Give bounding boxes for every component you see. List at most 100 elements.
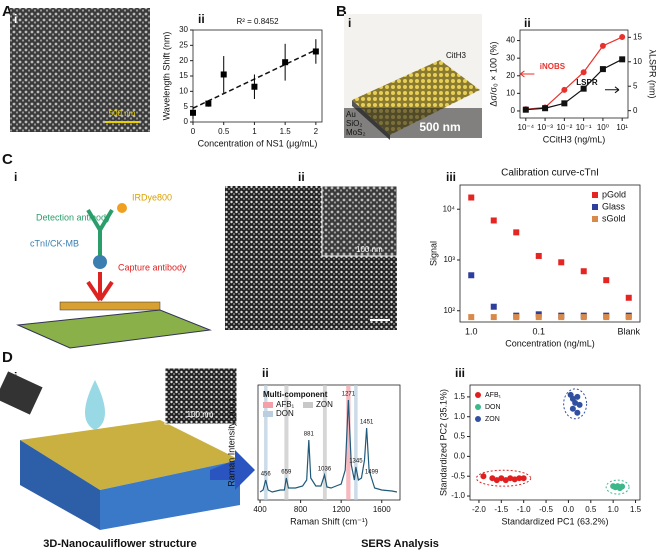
y-tick-label: 0 xyxy=(184,117,189,126)
y-tick-label: -0.5 xyxy=(451,471,465,480)
plot-frame xyxy=(459,184,641,323)
chip-zoom xyxy=(59,301,161,311)
caption: 3D-Nanocauliflower structure xyxy=(43,538,196,550)
subpanel-label: iii xyxy=(455,366,465,380)
x-tick-label: 1.5 xyxy=(280,127,292,136)
plot-frame xyxy=(469,384,641,501)
x-tick-label: 0.5 xyxy=(218,127,230,136)
peak-label: 1451 xyxy=(360,420,374,426)
series-label: iNOBS xyxy=(540,62,566,71)
marker xyxy=(535,314,542,321)
marker xyxy=(572,399,579,406)
sem-image xyxy=(10,8,150,132)
marker xyxy=(619,56,626,63)
legend-marker xyxy=(592,216,598,222)
x-tick-label: 10⁻² xyxy=(556,123,572,132)
legend-label: Glass xyxy=(602,201,626,211)
band xyxy=(354,385,358,500)
subpanel-label: i xyxy=(14,12,17,26)
x-tick-label: 1 xyxy=(252,127,257,136)
nanostructure-side xyxy=(20,440,100,530)
image-text: CitH3 xyxy=(446,51,467,60)
y-axis-label: Signal xyxy=(428,241,438,266)
y-tick-label: 20 xyxy=(506,71,515,80)
marker xyxy=(603,314,610,321)
image-text: Au xyxy=(346,110,356,119)
marker xyxy=(493,477,500,484)
legend-label: DON xyxy=(485,404,501,411)
legend-swatch xyxy=(263,402,273,408)
x-tick-label: Blank xyxy=(617,326,640,336)
marker xyxy=(580,314,587,321)
y-axis-label: Standardized PC2 (35.1%) xyxy=(438,389,448,496)
marker xyxy=(574,393,581,400)
peak-label: 456 xyxy=(261,472,272,478)
y-tick-label: 10² xyxy=(443,306,455,315)
x-tick-label: 10⁻⁴ xyxy=(518,123,535,132)
scale-text: 500 nm xyxy=(109,109,136,118)
marker xyxy=(535,252,542,259)
legend-title: Multi-component xyxy=(263,390,328,399)
marker xyxy=(490,303,497,310)
capture-antibody xyxy=(86,272,114,302)
marker xyxy=(490,217,497,224)
sem-inset xyxy=(321,185,398,257)
y2-tick-label: 10 xyxy=(633,57,642,66)
sem-inset xyxy=(164,367,238,425)
series-label: LSPR xyxy=(576,78,598,87)
panel-label: C xyxy=(2,151,13,168)
marker xyxy=(220,71,227,78)
peak-label: 659 xyxy=(281,470,292,476)
marker xyxy=(569,405,576,412)
x-tick-label: 1200 xyxy=(332,505,350,514)
y-tick-label: 5 xyxy=(184,102,189,111)
droplet xyxy=(85,380,105,430)
marker xyxy=(205,100,212,107)
x-tick-label: 10⁻¹ xyxy=(576,123,592,132)
series-line xyxy=(525,36,623,110)
marker xyxy=(603,277,610,284)
caption: SERS Analysis xyxy=(361,538,439,550)
marker xyxy=(580,268,587,275)
x-tick-label: 0.1 xyxy=(532,326,545,336)
x-axis-label: Standardized PC1 (63.2%) xyxy=(501,516,608,526)
marker xyxy=(468,314,475,321)
marker xyxy=(625,294,632,301)
subpanel-label: ii xyxy=(198,12,205,26)
annotation: R² = 0.8452 xyxy=(236,17,279,26)
x-tick-label: -1.0 xyxy=(517,505,531,514)
series-arrow xyxy=(604,86,620,94)
legend-label: ZON xyxy=(316,400,333,409)
y-tick-label: 30 xyxy=(506,53,515,62)
legend-label: pGold xyxy=(602,189,626,199)
y2-tick-label: 0 xyxy=(633,106,638,115)
x-tick-label: 10⁻³ xyxy=(537,123,553,132)
marker xyxy=(576,401,583,408)
image-shade xyxy=(344,108,482,138)
x-axis-label: Concentration of NS1 (μg/mL) xyxy=(198,138,318,148)
y-tick-label: 10³ xyxy=(443,255,455,264)
marker xyxy=(599,42,606,49)
marker xyxy=(561,86,568,93)
image-text: Detection antibody xyxy=(36,212,111,222)
x-tick-label: 0 xyxy=(191,127,196,136)
x-tick-label: 400 xyxy=(253,505,267,514)
series-arrow xyxy=(520,70,535,78)
y-tick-label: 10 xyxy=(179,86,188,95)
marker xyxy=(520,475,527,482)
x-tick-label: 1.0 xyxy=(608,505,620,514)
legend-marker xyxy=(475,404,481,410)
subpanel-label: ii xyxy=(524,16,531,30)
marker xyxy=(468,194,475,201)
legend-marker xyxy=(592,204,598,210)
marker xyxy=(522,106,529,113)
legend-label: sGold xyxy=(602,213,626,223)
x-tick-label: -2.0 xyxy=(472,505,486,514)
x-tick-label: 2 xyxy=(314,127,319,136)
image-text: MoS₂ xyxy=(346,128,366,137)
y-tick-label: 30 xyxy=(179,25,188,34)
y-tick-label: 0.0 xyxy=(454,451,466,460)
y-tick-label: 40 xyxy=(506,36,515,45)
y-tick-label: 15 xyxy=(179,71,188,80)
